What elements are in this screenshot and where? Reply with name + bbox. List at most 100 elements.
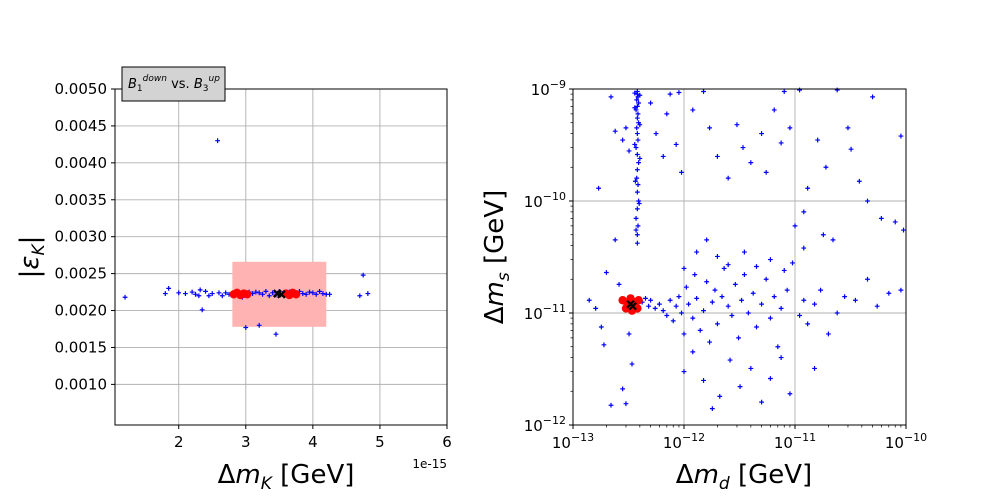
left-point-blue: [253, 289, 259, 295]
right-point-blue: [690, 349, 696, 355]
right-point-blue: [759, 399, 764, 405]
right-point-blue: [634, 97, 640, 103]
right-point-blue: [608, 94, 614, 100]
left-point-blue: [219, 293, 225, 299]
left-point-blue: [357, 293, 363, 299]
right-point-blue: [805, 185, 811, 191]
right-point-blue: [740, 145, 746, 150]
right-point-blue: [636, 160, 642, 166]
right-point-blue: [634, 103, 640, 109]
right-point-blue: [681, 369, 687, 374]
left-point-blue: [266, 293, 272, 299]
left-point-blue: [162, 291, 168, 296]
right-point-blue: [694, 296, 700, 301]
right-point-blue: [719, 294, 725, 300]
left-x-tick-label: 6: [442, 433, 452, 451]
left-point-blue: [197, 287, 203, 293]
right-point-blue: [704, 237, 710, 243]
right-point-blue: [834, 87, 840, 93]
right-point-blue: [797, 87, 802, 93]
left-point-blue: [215, 138, 221, 144]
right-point-blue: [741, 272, 747, 278]
right-point-blue: [632, 105, 638, 111]
right-point-blue: [620, 386, 626, 392]
right-point-blue: [633, 145, 639, 150]
right-point-blue: [842, 294, 848, 300]
left-point-blue: [199, 307, 205, 313]
left-x-ticks: 2 3 4 5 6: [174, 425, 452, 451]
right-point-blue: [709, 406, 715, 412]
right-point-blue: [701, 378, 706, 383]
right-point-blue: [715, 321, 720, 327]
right-point-blue: [634, 91, 640, 97]
right-point-blue: [635, 111, 641, 117]
right-point-blue: [637, 156, 643, 161]
right-point-blue: [778, 355, 784, 360]
right-point-blue: [604, 270, 609, 275]
right-point-blue: [635, 223, 641, 229]
right-point-blue: [634, 131, 640, 136]
left-point-blue: [310, 290, 316, 296]
right-point-blue: [721, 266, 727, 271]
right-point-blue: [660, 308, 666, 314]
right-point-blue: [593, 305, 599, 311]
left-point-blue: [327, 291, 333, 297]
right-point-blue: [801, 209, 807, 215]
right-point-blue: [692, 272, 698, 278]
right-point-blue: [690, 315, 696, 321]
left-point-blue: [313, 291, 319, 297]
right-point-blue: [679, 310, 684, 316]
right-point-blue: [717, 394, 723, 399]
right-x-ticks: 10−13 10−12 10−11 10−10: [552, 425, 927, 452]
right-point-blue: [729, 313, 735, 318]
right-point-blue: [771, 294, 777, 300]
left-series-red: [229, 288, 301, 300]
right-point-blue: [715, 154, 720, 159]
right-point-blue: [741, 249, 747, 255]
right-y-tick-label: 10−11: [524, 302, 566, 323]
right-point-blue: [856, 178, 862, 184]
right-point-blue: [734, 122, 740, 128]
right-point-blue: [701, 308, 706, 314]
right-point-blue: [704, 279, 710, 285]
right-point-blue: [781, 268, 787, 273]
right-point-blue: [637, 122, 643, 128]
left-point-blue: [260, 291, 265, 297]
right-point-blue: [826, 331, 831, 337]
left-point-blue: [317, 288, 322, 294]
right-point-blue: [634, 206, 640, 212]
right-point-blue: [865, 276, 870, 282]
left-y-tick-label: 0.0020: [55, 302, 108, 320]
right-point-blue: [676, 294, 682, 300]
right-point-blue: [763, 276, 769, 282]
right-point-blue: [763, 170, 769, 175]
right-y-tick-label: 10−9: [531, 78, 566, 99]
right-point-red: [634, 296, 643, 305]
right-x-tick-label: 10−10: [885, 431, 927, 452]
left-y-tick-label: 0.0045: [55, 117, 108, 135]
right-point-blue: [820, 232, 826, 238]
right-point-blue: [801, 245, 807, 251]
left-x-axis-label: ΔmK [GeV]: [218, 460, 355, 494]
right-point-blue: [784, 287, 790, 293]
right-grid: [573, 89, 906, 425]
right-point-blue: [848, 146, 854, 152]
left-point-blue: [256, 322, 262, 328]
annotation-box: B1down vs. B3up: [121, 66, 226, 102]
right-point-blue: [633, 227, 639, 233]
right-point-blue: [686, 301, 691, 307]
right-point-blue: [676, 90, 682, 95]
left-point-blue: [360, 272, 366, 278]
right-point-blue: [634, 125, 640, 131]
right-point-blue: [767, 315, 773, 321]
left-point-red: [242, 290, 252, 299]
right-point-blue: [870, 94, 875, 100]
right-point-blue: [852, 297, 858, 303]
right-point-blue: [635, 182, 641, 188]
right-point-blue: [707, 339, 712, 345]
right-point-blue: [643, 296, 648, 301]
right-point-blue: [775, 344, 781, 350]
right-point-blue: [598, 324, 604, 330]
right-point-blue: [673, 142, 679, 147]
